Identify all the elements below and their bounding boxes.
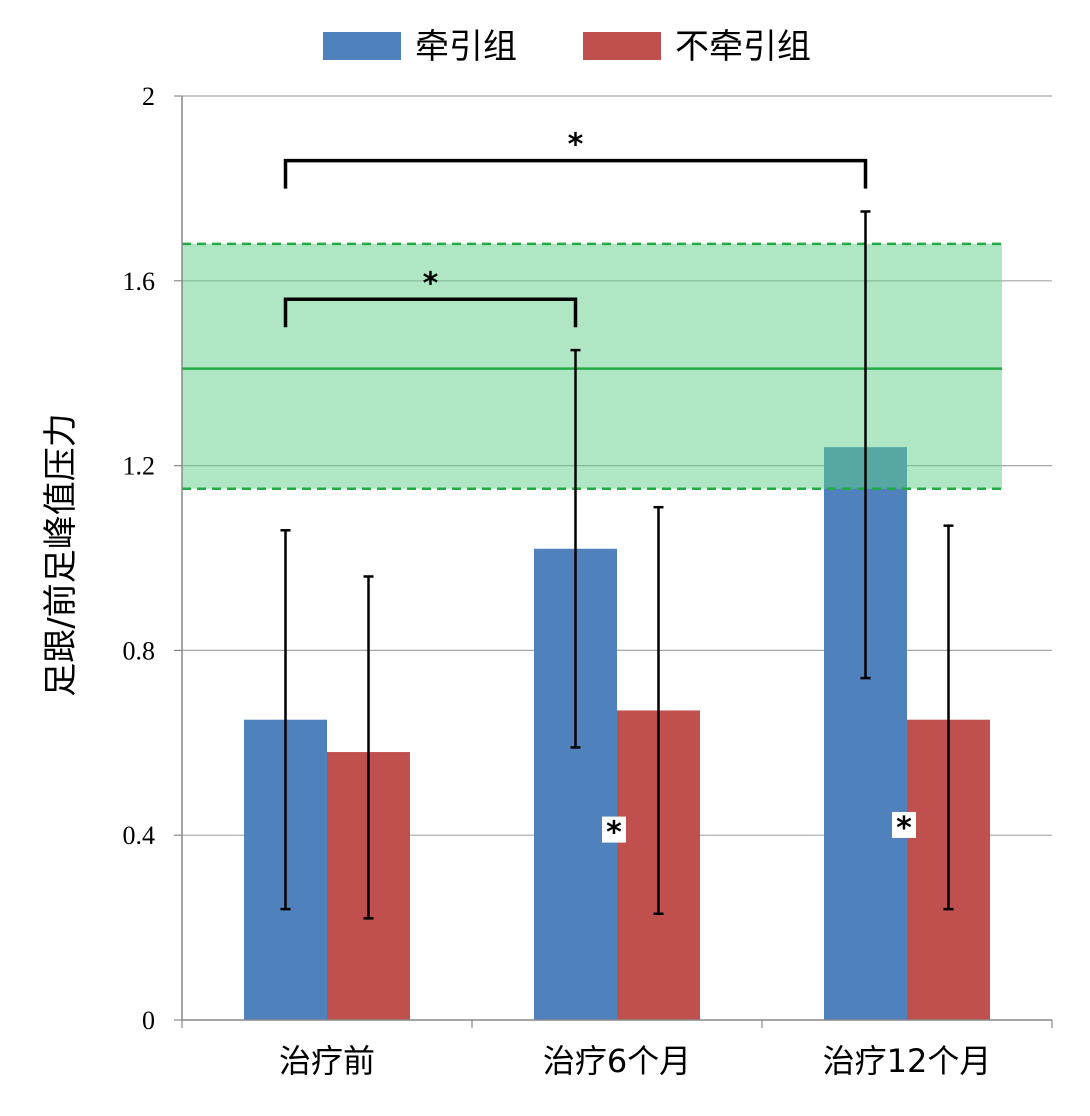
between-group-marker-box xyxy=(892,811,916,838)
y-tick-label: 1.2 xyxy=(123,452,156,481)
y-tick-labels: 0 0.4 0.8 1.2 1.6 2 xyxy=(123,82,156,1035)
significance-star: * xyxy=(568,128,584,163)
reference-band-area xyxy=(182,243,1002,489)
between-group-marker-box xyxy=(602,816,626,843)
legend-swatch xyxy=(583,32,661,60)
between-group-star: * xyxy=(606,816,622,851)
x-category-label: 治疗前 xyxy=(279,1042,375,1080)
significance-bracket xyxy=(283,158,868,189)
significance-brackets: ** xyxy=(283,128,868,328)
y-axis-label: 足跟/前足峰值压力 xyxy=(41,413,81,696)
x-category-label: 治疗6个月 xyxy=(543,1042,691,1080)
legend-label: 牵引组 xyxy=(415,27,517,67)
significance-bracket xyxy=(283,297,578,328)
between-group-star: * xyxy=(896,811,912,846)
legend-label: 不牵引组 xyxy=(675,27,811,67)
bar-series xyxy=(182,242,1002,1020)
axes xyxy=(181,96,1053,1028)
legend: 牵引组 不牵引组 xyxy=(323,27,811,67)
y-tick-label: 0.8 xyxy=(123,636,156,665)
error-bars xyxy=(280,210,954,920)
x-category-labels: 治疗前 治疗6个月 治疗12个月 xyxy=(279,1042,991,1080)
significance-star: * xyxy=(423,266,439,301)
between-group-markers: * * xyxy=(602,811,916,851)
y-tick-label: 2 xyxy=(142,82,155,111)
y-tick-label: 0 xyxy=(142,1006,155,1035)
y-tick-label: 1.6 xyxy=(123,267,156,296)
x-category-label: 治疗12个月 xyxy=(823,1042,992,1080)
y-tick-label: 0.4 xyxy=(123,821,156,850)
legend-swatch xyxy=(323,32,401,60)
